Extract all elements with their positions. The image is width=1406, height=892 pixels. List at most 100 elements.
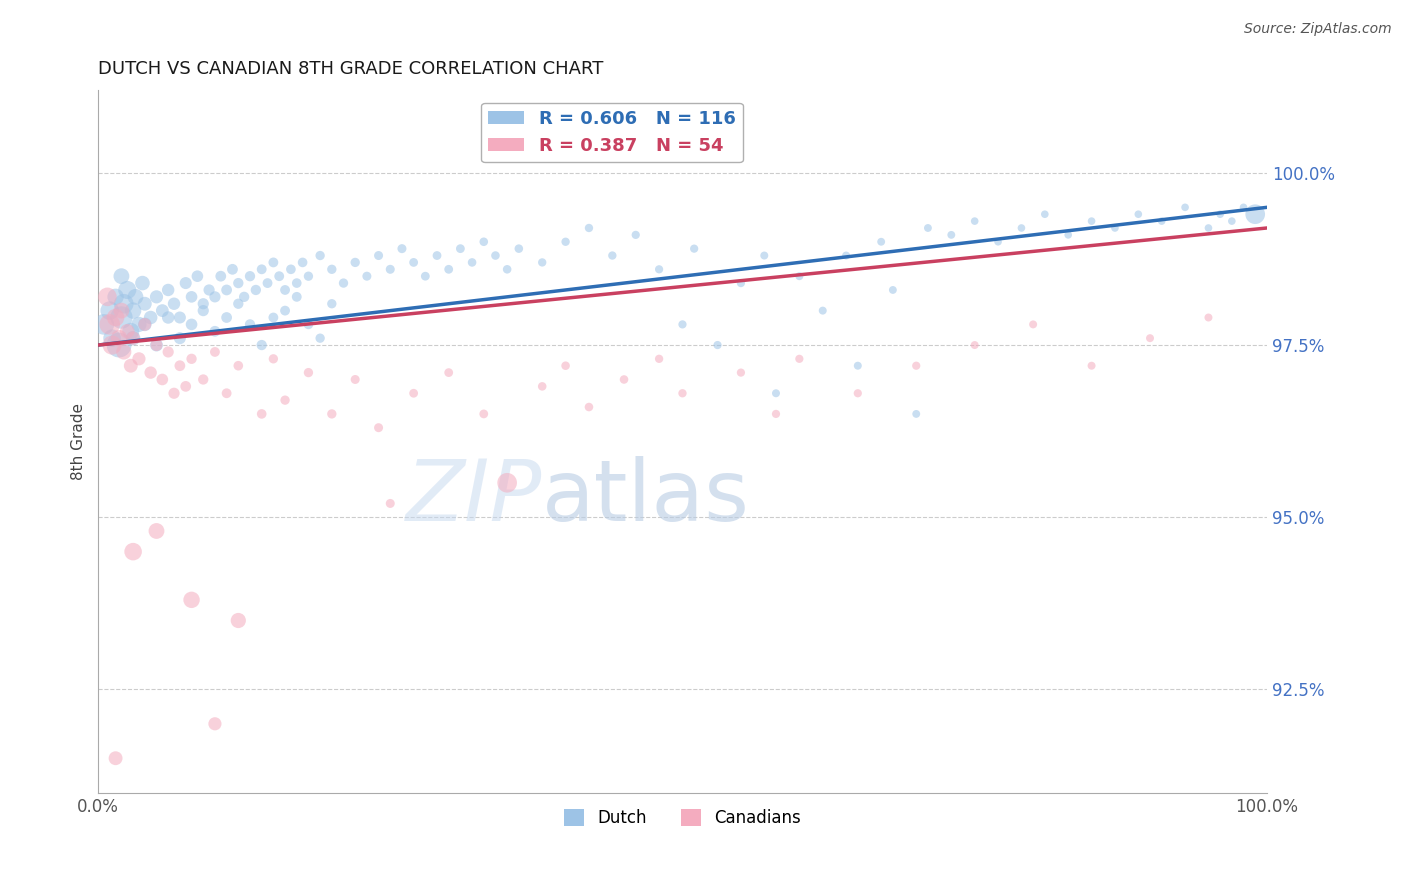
Point (344, 255, 367, 269)
Point (508, 242, 530, 256)
Point (1104, 221, 1126, 235)
Point (1139, 331, 1161, 345)
Point (157, 310, 180, 325)
Point (101, 331, 124, 345)
Point (180, 351, 202, 366)
Point (309, 248, 332, 262)
Point (754, 248, 776, 262)
Point (531, 379, 554, 393)
Point (578, 221, 600, 235)
Point (1197, 221, 1219, 235)
Point (917, 221, 939, 235)
Point (193, 372, 215, 386)
Point (245, 283, 267, 297)
Point (157, 283, 180, 297)
Point (204, 345, 226, 359)
Point (1080, 214, 1102, 228)
Point (180, 318, 202, 332)
Point (344, 372, 367, 386)
Point (870, 235, 893, 249)
Point (262, 255, 284, 269)
Point (120, 324, 142, 338)
Point (204, 716, 226, 731)
Point (233, 290, 256, 304)
Point (472, 235, 495, 249)
Point (215, 386, 238, 401)
Point (648, 351, 671, 366)
Point (367, 248, 389, 262)
Point (1128, 207, 1150, 221)
Point (131, 276, 153, 290)
Point (239, 318, 262, 332)
Point (139, 310, 162, 325)
Point (437, 366, 460, 380)
Point (496, 262, 519, 277)
Point (134, 297, 156, 311)
Point (262, 351, 284, 366)
Point (174, 379, 197, 393)
Point (226, 297, 249, 311)
Point (882, 283, 904, 297)
Point (128, 318, 150, 332)
Point (297, 269, 319, 284)
Point (274, 283, 297, 297)
Point (987, 235, 1010, 249)
Point (204, 290, 226, 304)
Point (671, 318, 693, 332)
Point (145, 338, 167, 352)
Point (1220, 214, 1243, 228)
Point (101, 338, 124, 352)
Point (169, 310, 191, 325)
Point (285, 290, 308, 304)
Point (1232, 200, 1254, 214)
Point (120, 359, 142, 373)
Point (1033, 207, 1056, 221)
Point (1057, 227, 1080, 242)
Legend: Dutch, Canadians: Dutch, Canadians (558, 802, 807, 833)
Point (198, 283, 221, 297)
Point (163, 297, 186, 311)
Point (98, 318, 121, 332)
Point (110, 269, 132, 284)
Point (180, 290, 202, 304)
Point (150, 303, 173, 318)
Point (269, 269, 291, 284)
Point (250, 338, 273, 352)
Point (402, 255, 425, 269)
Point (204, 324, 226, 338)
Point (321, 262, 343, 277)
Point (683, 242, 706, 256)
Point (193, 303, 215, 318)
Text: ZIP: ZIP (406, 456, 543, 539)
Point (134, 318, 156, 332)
Text: Source: ZipAtlas.com: Source: ZipAtlas.com (1244, 22, 1392, 37)
Point (134, 318, 156, 332)
Point (1150, 214, 1173, 228)
Point (122, 331, 145, 345)
Point (145, 290, 167, 304)
Point (209, 269, 232, 284)
Point (437, 262, 460, 277)
Point (1197, 310, 1219, 325)
Point (104, 751, 127, 765)
Point (262, 310, 284, 325)
Point (139, 366, 162, 380)
Point (941, 227, 963, 242)
Point (110, 310, 132, 325)
Point (117, 283, 139, 297)
Point (215, 310, 238, 325)
Point (274, 393, 297, 408)
Point (98, 303, 121, 318)
Point (426, 248, 449, 262)
Point (730, 276, 752, 290)
Point (226, 614, 249, 628)
Point (332, 276, 354, 290)
Point (93, 318, 115, 332)
Point (256, 276, 278, 290)
Point (150, 372, 173, 386)
Point (461, 255, 484, 269)
Point (356, 269, 378, 284)
Point (112, 297, 135, 311)
Point (472, 407, 495, 421)
Point (226, 276, 249, 290)
